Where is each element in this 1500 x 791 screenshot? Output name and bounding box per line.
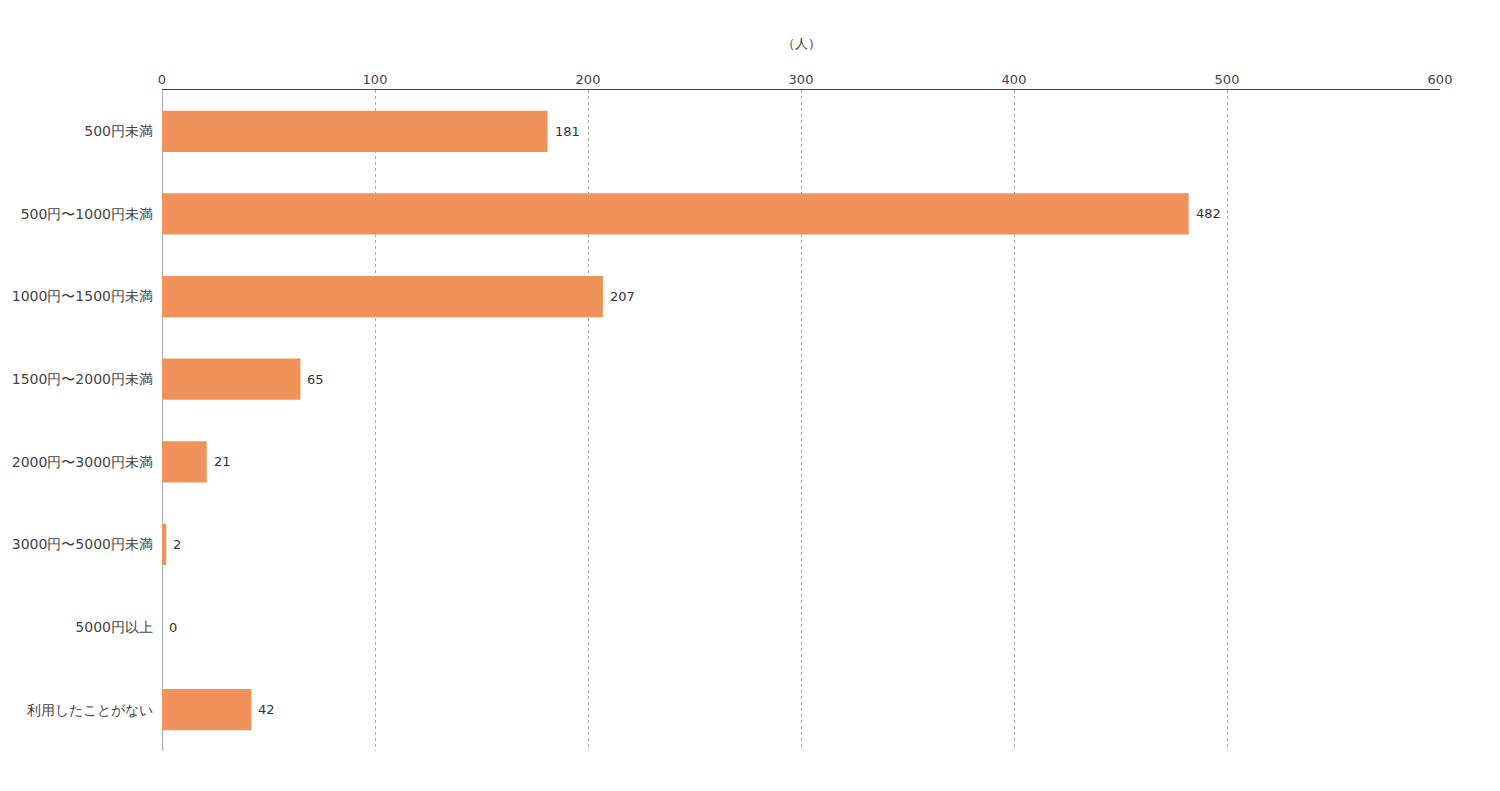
svg-text:500円未満: 500円未満 [84, 123, 153, 139]
svg-text:65: 65 [307, 372, 324, 387]
svg-text:400: 400 [1002, 72, 1027, 87]
svg-text:200: 200 [576, 72, 601, 87]
svg-text:5000円以上: 5000円以上 [75, 619, 153, 635]
svg-text:42: 42 [258, 702, 275, 717]
svg-text:300: 300 [789, 72, 814, 87]
svg-text:500円〜1000円未満: 500円〜1000円未満 [21, 206, 153, 222]
svg-text:利用したことがない: 利用したことがない [27, 702, 153, 718]
svg-text:181: 181 [555, 124, 580, 139]
svg-text:0: 0 [169, 620, 177, 635]
svg-text:482: 482 [1196, 206, 1221, 221]
svg-text:1000円〜1500円未満: 1000円〜1500円未満 [12, 288, 153, 304]
svg-text:2: 2 [173, 537, 181, 552]
svg-text:3000円〜5000円未満: 3000円〜5000円未満 [12, 536, 153, 552]
svg-text:21: 21 [214, 454, 231, 469]
svg-text:600: 600 [1428, 72, 1453, 87]
svg-text:（人）: （人） [782, 36, 821, 51]
svg-text:207: 207 [610, 289, 635, 304]
svg-text:0: 0 [158, 72, 166, 87]
svg-text:2000円〜3000円未満: 2000円〜3000円未満 [12, 454, 153, 470]
svg-text:100: 100 [363, 72, 388, 87]
svg-text:500: 500 [1215, 72, 1240, 87]
svg-text:1500円〜2000円未満: 1500円〜2000円未満 [12, 371, 153, 387]
